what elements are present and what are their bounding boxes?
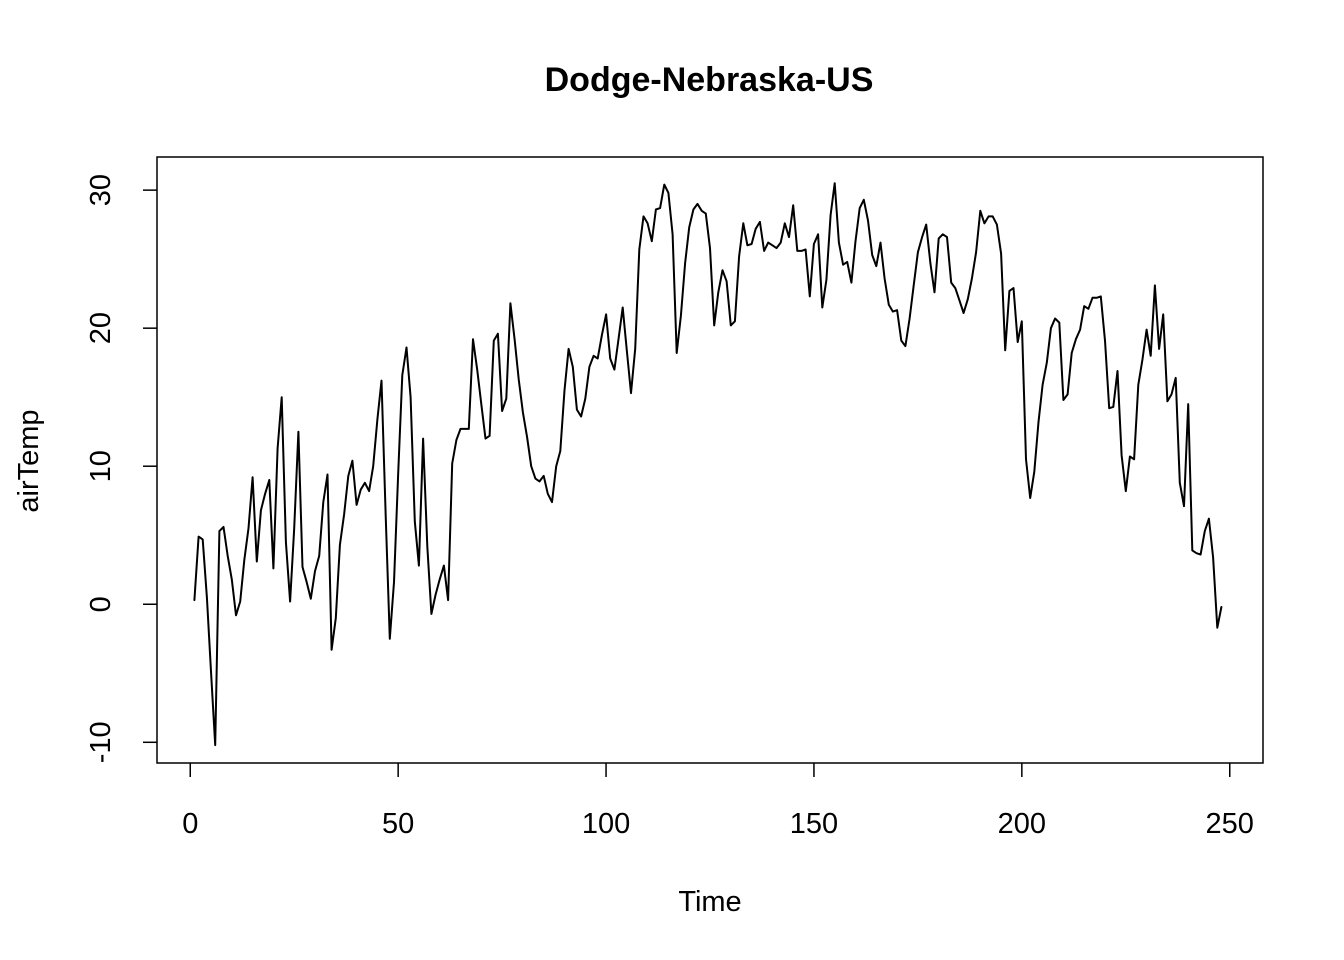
y-tick-label-20: 20	[85, 312, 117, 344]
x-axis-label: Time	[678, 886, 741, 918]
y-tick-label-10: 10	[85, 450, 117, 482]
x-tick-label-200: 200	[998, 808, 1046, 840]
x-tick-label-100: 100	[582, 808, 630, 840]
series-layer	[193, 182, 1223, 747]
plot-frame	[156, 156, 1264, 764]
x-tick-label-150: 150	[790, 808, 838, 840]
x-tick-label-250: 250	[1206, 808, 1254, 840]
chart-title: Dodge-Nebraska-US	[545, 61, 874, 99]
x-tick-label-0: 0	[182, 808, 198, 840]
y-axis-label: airTemp	[13, 409, 45, 512]
x-tick-label-50: 50	[382, 808, 414, 840]
y-tick-label--10: -10	[85, 721, 117, 763]
y-tick-label-30: 30	[85, 174, 117, 206]
y-tick-label-0: 0	[85, 596, 117, 612]
y-axis: -10 0 10 20 30	[85, 174, 157, 763]
x-axis: 0 50 100 150 200 250	[182, 763, 1254, 840]
series-line-0	[193, 182, 1223, 747]
